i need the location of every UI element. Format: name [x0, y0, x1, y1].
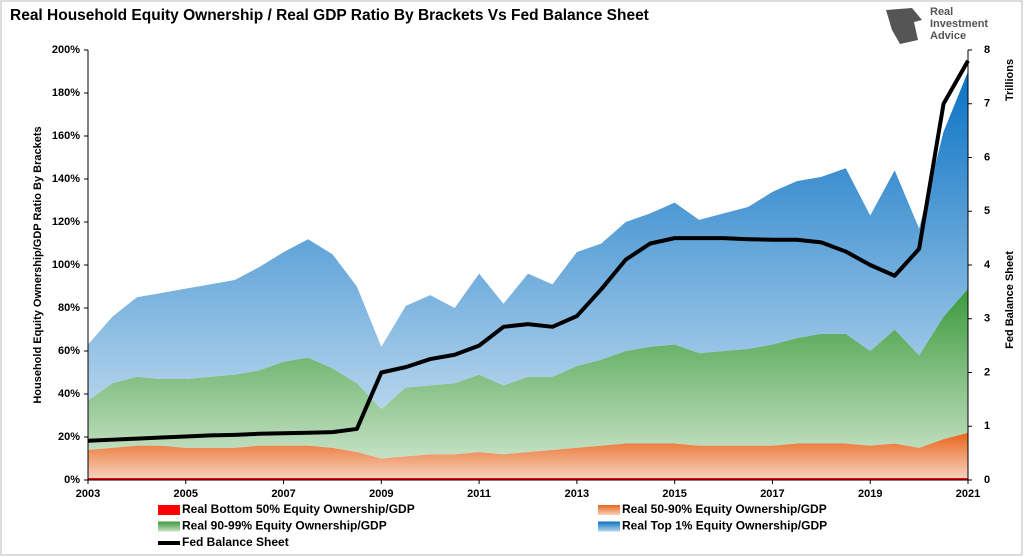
legend-label: Real Bottom 50% Equity Ownership/GDP — [182, 502, 415, 516]
legend-label: Real 50-90% Equity Ownership/GDP — [622, 502, 827, 516]
y-tick-label: 180% — [52, 87, 80, 99]
x-tick-label: 2005 — [174, 488, 198, 500]
logo-text: Investment — [930, 18, 988, 30]
chart-title: Real Household Equity Ownership / Real G… — [10, 7, 649, 24]
legend-swatch — [598, 521, 620, 532]
area — [88, 477, 968, 480]
x-tick-label: 2013 — [565, 488, 589, 500]
area — [88, 71, 968, 410]
y-tick-label: 60% — [58, 345, 80, 357]
y2-tick-label: 7 — [984, 98, 990, 110]
x-tick-label: 2009 — [369, 488, 393, 500]
x-tick-label: 2007 — [271, 488, 295, 500]
y2-tick-label: 6 — [984, 151, 990, 163]
y2-tick-label: 5 — [984, 205, 990, 217]
y-tick-label: 160% — [52, 130, 80, 142]
x-tick-label: 2003 — [76, 488, 100, 500]
y2-tick-label: 2 — [984, 366, 990, 378]
x-tick-label: 2015 — [662, 488, 686, 500]
x-tick-label: 2021 — [956, 488, 980, 500]
legend-label: Fed Balance Sheet — [182, 535, 289, 549]
y-tick-label: 100% — [52, 259, 80, 271]
legend-label: Real Top 1% Equity Ownership/GDP — [622, 519, 827, 533]
y2-axis-label: Fed Balance Sheet — [1004, 251, 1016, 349]
fed-line — [87, 59, 970, 443]
y2-tick-label: 3 — [984, 313, 990, 325]
area — [88, 288, 968, 459]
logo-text: Advice — [930, 30, 966, 42]
area — [88, 432, 968, 478]
y-tick-label: 80% — [58, 302, 80, 314]
y-tick-label: 0% — [64, 474, 80, 486]
legend-swatch — [158, 521, 180, 532]
y2-unit-label: Trillions — [1004, 59, 1016, 101]
logo: Real Investment Advice — [886, 6, 988, 44]
y-tick-label: 20% — [58, 431, 80, 443]
x-tick-label: 2019 — [858, 488, 882, 500]
x-tick-label: 2017 — [760, 488, 784, 500]
logo-icon — [886, 8, 922, 44]
y-tick-label: 40% — [58, 388, 80, 400]
legend-label: Real 90-99% Equity Ownership/GDP — [182, 519, 387, 533]
legend-swatch — [598, 505, 620, 515]
y-tick-label: 200% — [52, 44, 80, 56]
y-tick-label: 120% — [52, 216, 80, 228]
y2-tick-label: 1 — [984, 420, 990, 432]
y2-tick-label: 8 — [984, 44, 990, 56]
logo-text: Real — [930, 6, 953, 18]
y2-tick-label: 0 — [984, 474, 990, 486]
y-axis-label: Household Equity Ownership/GDP Ratio By … — [32, 126, 44, 403]
x-tick-label: 2011 — [467, 488, 491, 500]
legend-swatch — [158, 505, 180, 515]
y-tick-label: 140% — [52, 173, 80, 185]
y2-tick-label: 4 — [984, 259, 991, 271]
